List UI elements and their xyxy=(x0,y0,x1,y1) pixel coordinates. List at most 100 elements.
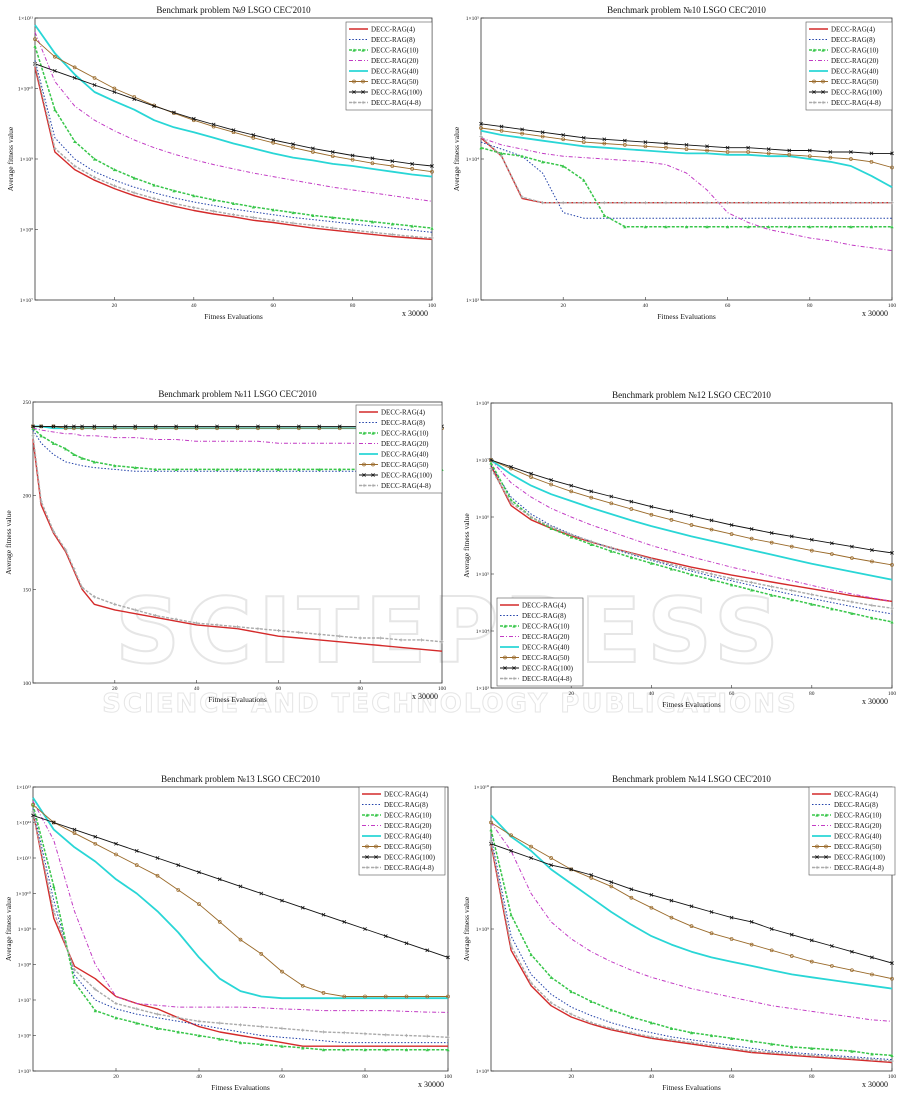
data-point xyxy=(669,567,674,571)
data-point xyxy=(256,424,260,429)
data-point xyxy=(729,937,734,941)
data-point xyxy=(370,220,375,224)
data-point xyxy=(425,1048,429,1052)
y-tick-label: 1×10¹⁰ xyxy=(474,784,490,791)
x-tick-label: 60 xyxy=(725,303,731,309)
data-point xyxy=(72,980,77,984)
x-tick-label: 60 xyxy=(729,691,735,697)
legend-label: DECC-RAG(8) xyxy=(831,36,876,44)
data-point xyxy=(850,611,854,615)
data-point xyxy=(251,215,255,220)
data-point xyxy=(321,1048,326,1052)
legend-label: DECC-RAG(4) xyxy=(834,791,879,799)
data-point xyxy=(890,620,894,624)
series-line xyxy=(480,135,892,204)
data-point xyxy=(390,232,394,237)
data-point xyxy=(114,1001,118,1006)
legend-marker xyxy=(352,100,356,105)
data-point xyxy=(520,195,524,199)
data-point xyxy=(849,150,853,154)
data-point xyxy=(342,1048,346,1052)
data-point xyxy=(72,65,77,70)
data-point xyxy=(609,884,614,889)
plot-frame xyxy=(32,401,443,684)
y-tick-label: 1×10⁸ xyxy=(476,401,489,407)
data-point xyxy=(689,513,694,518)
data-point xyxy=(750,1049,754,1053)
x-multiplier-label: x 30000 xyxy=(402,309,428,318)
legend-marker xyxy=(362,462,366,467)
legend-marker xyxy=(362,431,366,435)
x-tick-label: 40 xyxy=(649,1074,655,1080)
legend-label: DECC-RAG(50) xyxy=(381,461,429,469)
chart-panel: Benchmark problem №9 LSGO CEC'2010 20 40 60… xyxy=(6,5,436,321)
data-point xyxy=(135,1021,139,1025)
series-line xyxy=(490,459,893,554)
data-point xyxy=(649,557,653,561)
legend-marker xyxy=(821,48,825,52)
data-point xyxy=(529,952,533,957)
data-point xyxy=(489,458,493,462)
y-tick-label: 1×10⁷ xyxy=(20,298,33,304)
legend-marker xyxy=(352,48,356,52)
y-tick-label: 250 xyxy=(23,400,32,406)
series-line xyxy=(490,468,893,609)
data-point xyxy=(176,1016,180,1020)
x-tick-label: 60 xyxy=(270,303,276,309)
data-point xyxy=(849,157,853,161)
data-point xyxy=(72,968,77,972)
legend-label: DECC-RAG(20) xyxy=(831,57,879,65)
series-group xyxy=(32,808,448,1044)
data-point xyxy=(766,147,771,152)
data-point xyxy=(849,201,853,205)
data-point xyxy=(509,849,513,853)
data-point xyxy=(154,467,158,472)
data-point xyxy=(622,143,627,147)
y-tick-label: 1×10¹³ xyxy=(16,785,31,791)
data-point xyxy=(705,144,709,149)
data-point xyxy=(350,153,355,158)
legend-marker xyxy=(361,90,365,94)
data-point xyxy=(251,136,256,140)
data-point xyxy=(549,975,553,979)
data-point xyxy=(589,1021,593,1025)
data-point xyxy=(256,467,260,472)
data-point xyxy=(410,234,414,239)
data-point xyxy=(479,134,483,139)
data-point xyxy=(321,1030,326,1034)
data-point xyxy=(72,424,76,429)
legend-marker xyxy=(361,48,365,52)
x-tick-label: 20 xyxy=(112,303,118,309)
data-point xyxy=(790,588,794,593)
watermark-big: SCITEPRESS xyxy=(115,579,785,684)
data-point xyxy=(750,588,754,592)
legend-marker xyxy=(365,865,369,870)
data-point xyxy=(669,915,674,920)
data-point xyxy=(172,110,176,115)
legend-marker xyxy=(503,624,507,628)
chart-panel: Benchmark problem №11 LSGO CEC'2010 20 40 6… xyxy=(4,389,446,704)
data-point xyxy=(730,1046,734,1050)
legend-label: DECC-RAG(100) xyxy=(384,854,436,862)
data-point xyxy=(870,548,874,552)
x-axis-label: Fitness Evaluations xyxy=(208,695,267,704)
legend-label: DECC-RAG(10) xyxy=(522,623,570,631)
data-point xyxy=(850,544,854,549)
data-point xyxy=(810,1046,814,1050)
y-axis-label: Average fitness value xyxy=(462,896,471,961)
data-point xyxy=(231,213,236,217)
data-point xyxy=(212,209,216,213)
data-point xyxy=(33,44,37,48)
x-tick-label: 20 xyxy=(568,1074,574,1080)
data-point xyxy=(561,201,565,205)
data-point xyxy=(829,541,834,546)
data-point xyxy=(51,441,56,445)
x-axis-label: Fitness Evaluations xyxy=(662,1083,721,1092)
data-point xyxy=(92,424,97,429)
data-point xyxy=(93,834,98,839)
legend: DECC-RAG(4) DECC-RAG(8) DECC-RAG(10) DECC-R… xyxy=(496,597,584,687)
legend-marker xyxy=(374,865,378,870)
legend-label: DECC-RAG(40) xyxy=(834,833,882,841)
legend-marker xyxy=(512,624,516,628)
